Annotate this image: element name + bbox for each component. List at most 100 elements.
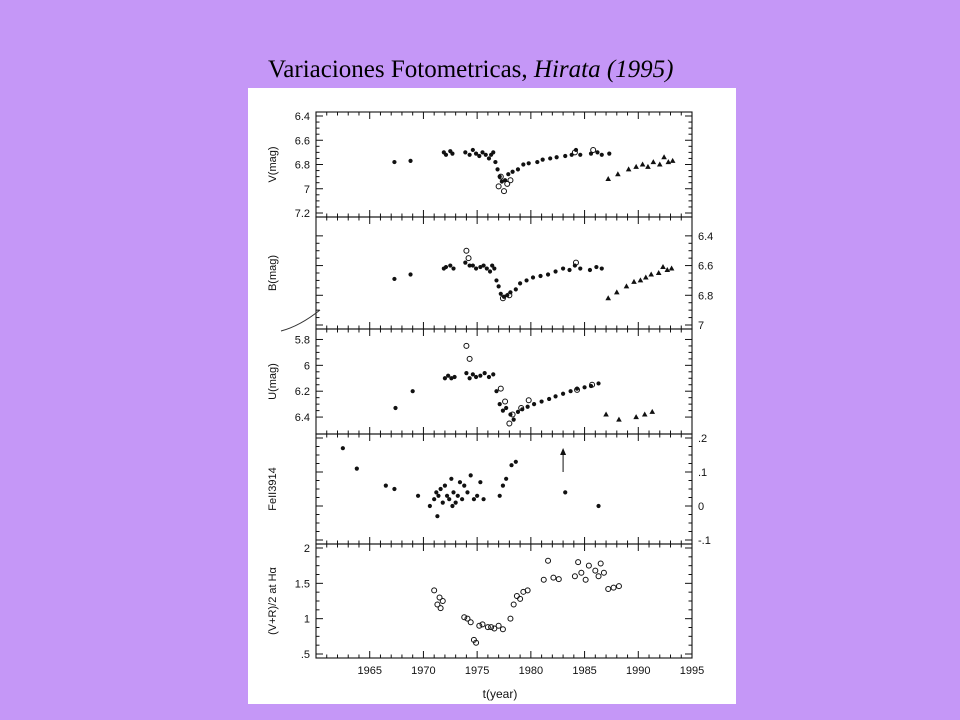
y-tick-label: 7 <box>698 320 704 332</box>
y-tick-label: 6.6 <box>698 261 713 273</box>
data-point-triangle <box>645 163 651 169</box>
data-point <box>468 473 473 478</box>
data-point-triangle <box>633 163 639 169</box>
data-point-open <box>499 295 506 302</box>
data-point <box>491 372 496 377</box>
data-point-triangle <box>656 161 663 167</box>
data-point <box>480 150 485 155</box>
data-point <box>436 493 441 498</box>
data-point <box>504 405 509 411</box>
data-point <box>473 374 479 380</box>
slide-title-plain: Variaciones Fotometricas, <box>268 56 534 83</box>
data-point <box>568 389 573 394</box>
panel-frame <box>315 543 693 659</box>
data-point <box>582 385 587 390</box>
data-point <box>500 408 506 413</box>
data-point <box>470 147 475 153</box>
data-point <box>513 287 518 292</box>
data-point-open <box>501 188 507 195</box>
data-point-open <box>540 576 547 583</box>
data-point <box>526 161 531 166</box>
data-point <box>560 391 566 396</box>
data-point <box>567 267 572 273</box>
y-tick-label: 6.4 <box>295 412 310 424</box>
data-point-triangle <box>648 271 654 277</box>
data-point-open <box>610 584 617 591</box>
data-point <box>500 483 506 488</box>
x-tick-label: 1965 <box>357 665 381 677</box>
data-point <box>442 483 448 488</box>
data-point <box>467 376 472 381</box>
data-point-open <box>592 567 599 574</box>
data-point-open <box>509 411 516 418</box>
data-point <box>448 263 453 268</box>
panel-frame <box>315 433 693 545</box>
data-point-open <box>495 622 502 629</box>
data-point-open <box>488 624 495 631</box>
data-point <box>524 278 529 283</box>
data-point-open <box>436 594 443 601</box>
data-point <box>453 500 458 505</box>
data-point <box>450 151 455 156</box>
data-point <box>491 150 496 155</box>
data-point-triangle <box>603 411 609 417</box>
data-point <box>547 396 552 402</box>
data-point <box>554 155 559 160</box>
data-point-open <box>582 576 589 583</box>
data-point <box>473 266 479 271</box>
data-point <box>496 284 501 289</box>
data-point-open <box>590 146 597 153</box>
data-point-open <box>605 585 612 592</box>
y-axis-label: U(mag) <box>267 363 279 400</box>
data-point-open <box>517 595 524 602</box>
data-point-open <box>476 622 483 629</box>
data-point-open <box>463 247 470 254</box>
data-point-triangle <box>633 414 639 420</box>
data-point <box>515 409 521 414</box>
data-point <box>515 167 521 172</box>
data-point <box>486 374 492 380</box>
x-axis-label: t(year) <box>483 687 518 701</box>
data-point-open <box>571 573 578 580</box>
data-point <box>548 156 553 161</box>
data-point-open <box>574 386 581 393</box>
y-tick-label: .2 <box>698 433 707 445</box>
data-point-triangle <box>655 270 662 275</box>
data-point-open <box>518 405 525 412</box>
panel-2: 6.4 6.6 6.8 7 B(mag) <box>267 216 713 332</box>
data-point <box>510 169 515 174</box>
data-point <box>506 172 511 177</box>
data-point <box>482 370 487 376</box>
data-point <box>471 497 477 502</box>
data-point <box>392 486 397 492</box>
data-point-triangle <box>643 274 649 280</box>
data-point <box>599 152 604 157</box>
data-point-triangle <box>650 159 657 165</box>
data-point <box>477 153 482 159</box>
data-point-triangle <box>639 161 646 167</box>
annotation-arrowhead <box>560 448 567 455</box>
data-point-open <box>497 173 504 180</box>
data-point <box>563 490 568 495</box>
data-point-triangle <box>660 264 666 270</box>
data-point <box>432 497 437 502</box>
data-point-open <box>464 615 471 622</box>
data-point <box>499 179 504 184</box>
data-point <box>443 264 449 270</box>
data-point-open <box>499 626 506 633</box>
data-point-open <box>585 562 592 569</box>
data-point <box>560 266 566 271</box>
data-point-triangle <box>625 166 632 172</box>
data-point <box>442 376 448 381</box>
data-point <box>553 269 558 274</box>
data-point <box>393 405 398 411</box>
y-tick-label: .5 <box>301 649 310 661</box>
data-point-open <box>467 619 474 626</box>
data-point <box>447 497 452 502</box>
data-point-open <box>495 183 502 190</box>
data-point <box>495 167 500 172</box>
data-point <box>444 493 450 498</box>
data-point <box>451 490 456 495</box>
data-point <box>484 266 489 271</box>
panel-3: 5.8 6 6.2 6.4 U(mag) <box>267 328 693 435</box>
